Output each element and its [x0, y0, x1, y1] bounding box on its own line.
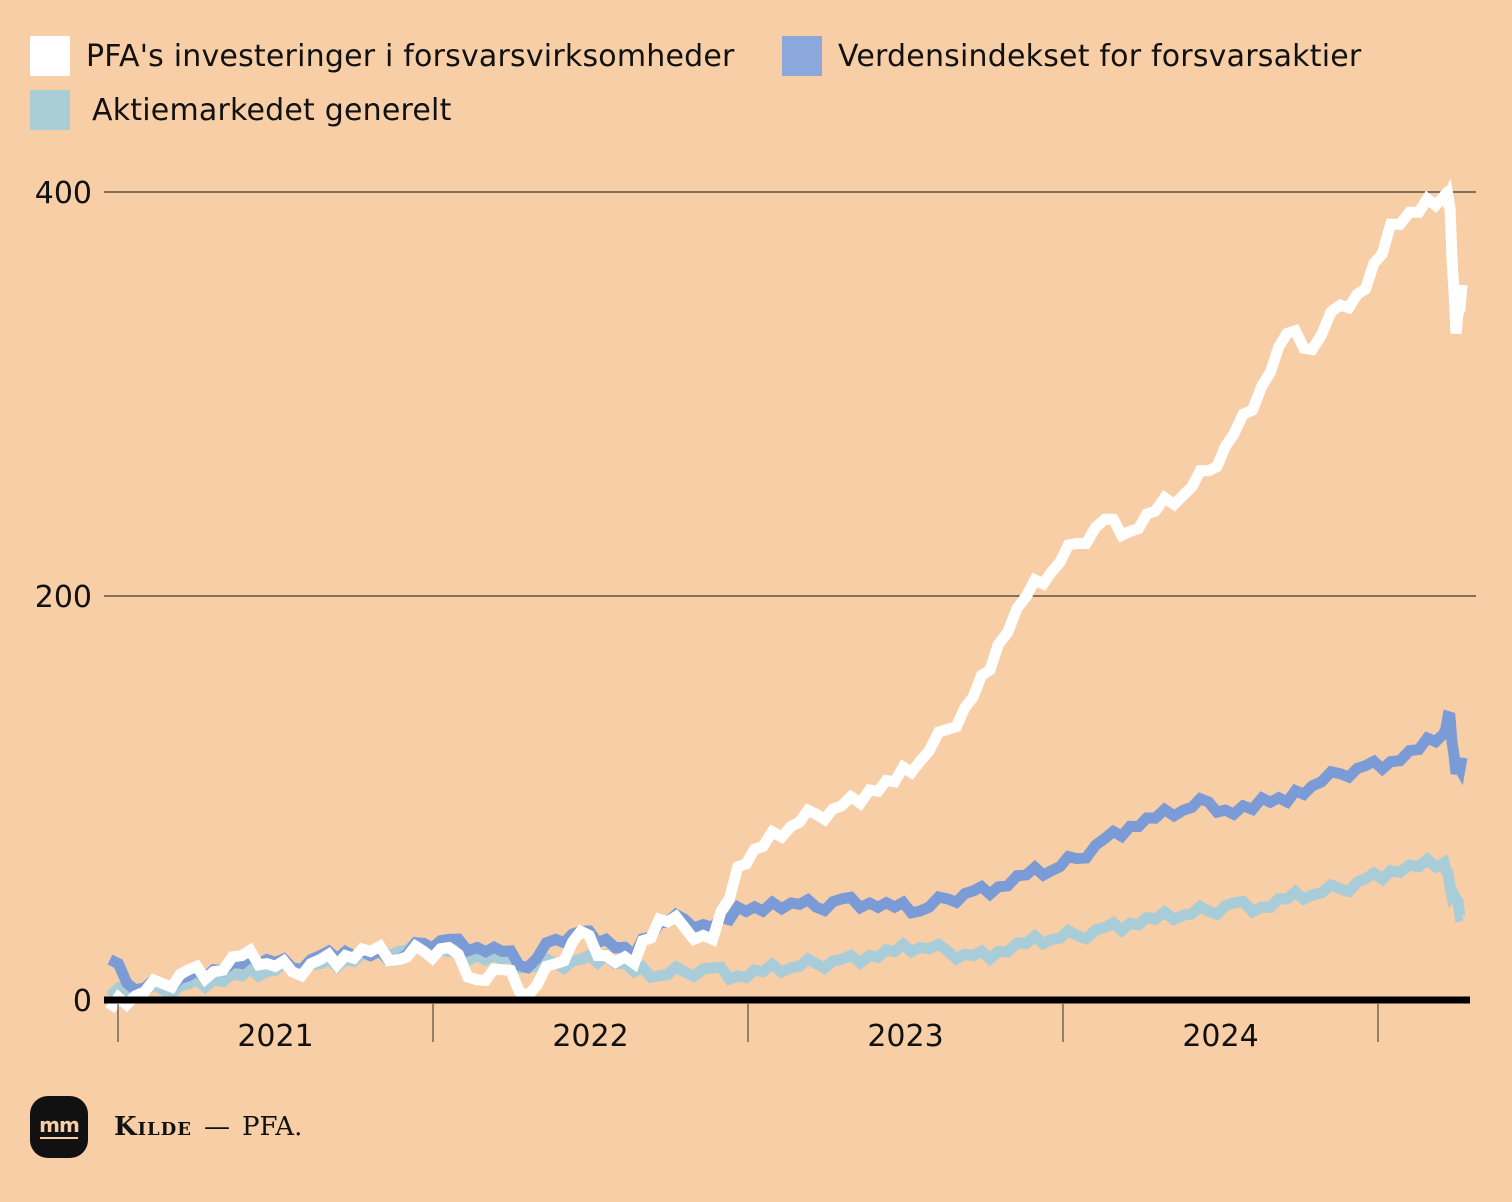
legend-label-pfa: PFA's investeringer i forsvarsvirksomhed… [86, 38, 735, 74]
gridlines [104, 191, 1476, 597]
y-tick-label-200: 200 [35, 580, 92, 615]
legend-swatch-world-defense-index [782, 36, 822, 76]
x-tick-label-2022: 2022 [552, 1019, 628, 1054]
source-value: PFA. [242, 1112, 303, 1142]
legend-swatch-general-market [30, 90, 70, 130]
legend: PFA's investeringer i forsvarsvirksomhed… [30, 36, 1490, 136]
source-key: Kilde [114, 1112, 193, 1142]
legend-item-general-market: Aktiemarkedet generelt [30, 90, 452, 130]
brand-logo: mm [30, 1096, 88, 1158]
x-tick-label-2023: 2023 [867, 1019, 943, 1054]
legend-item-world-defense-index: Verdensindekset for forsvarsaktier [782, 36, 1361, 76]
x-tick-label-2021: 2021 [237, 1019, 313, 1054]
series-line-pfa [105, 178, 1468, 1014]
brand-logo-text: mm [39, 1113, 80, 1137]
series-lines [105, 178, 1468, 1014]
y-axis-labels: 0 200 400 [35, 176, 92, 1019]
series-line-general-market [106, 851, 1466, 1003]
legend-label-general-market: Aktiemarkedet generelt [92, 92, 452, 128]
series-line-world-defense-index [107, 709, 1468, 996]
source-text: Kilde — PFA. [114, 1112, 302, 1142]
source-separator: — [204, 1112, 231, 1142]
x-tick-label-2024: 2024 [1182, 1019, 1258, 1054]
y-tick-label-0: 0 [73, 984, 92, 1019]
legend-item-pfa: PFA's investeringer i forsvarsvirksomhed… [30, 36, 735, 76]
legend-label-world-defense-index: Verdensindekset for forsvarsaktier [838, 38, 1362, 74]
y-tick-label-400: 400 [35, 176, 92, 211]
x-axis: 2021 2022 2023 2024 [104, 996, 1470, 1054]
source-footer: mm Kilde — PFA. [30, 1096, 302, 1158]
legend-swatch-pfa [30, 36, 70, 76]
